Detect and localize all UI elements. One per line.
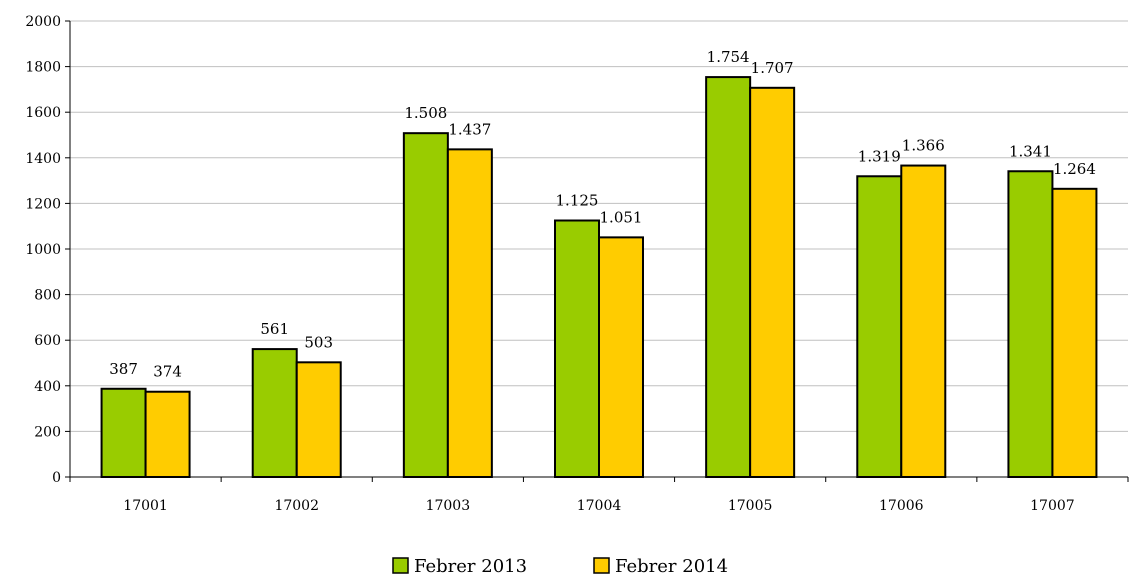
bar-febrer-2014 [295,361,342,479]
data-label: 1.437 [448,120,491,138]
data-label: 374 [153,363,182,381]
x-tick-label: 17006 [879,498,924,514]
bar-febrer-2013 [554,219,600,478]
legend-label: Febrer 2013 [414,556,527,577]
bar-febrer-2013 [1007,170,1054,478]
data-label: 1.051 [600,208,643,226]
y-tick-label: 1000 [25,242,61,258]
bar-febrer-2014 [144,390,191,478]
data-label: 1.754 [707,48,750,66]
bar-febrer-2014 [598,236,644,478]
bar-febrer-2014 [446,148,493,478]
y-tick-label: 200 [34,424,61,440]
data-label: 1.264 [1053,160,1096,178]
y-tick-label: 400 [34,379,61,395]
y-tick-label: 1200 [25,196,61,212]
bar-febrer-2013 [251,348,298,479]
data-label: 1.366 [902,137,945,155]
data-label: 387 [109,360,138,378]
bar-febrer-2013 [856,175,903,478]
data-label: 1.125 [556,192,599,210]
bar-febrer-2013 [100,387,147,479]
x-tick-label: 17003 [426,498,471,514]
x-tick-label: 17005 [728,498,773,514]
y-tick-label: 2000 [25,14,61,30]
bar-febrer-2013 [705,76,752,478]
y-tick-label: 1800 [25,60,61,76]
y-tick-label: 1400 [25,151,61,167]
axes: 0 200 400 600 800 1000 1200 1400 1600 1800 2000 170… [25,14,1129,514]
legend-swatch [392,557,409,574]
y-tick-label: 600 [34,333,61,349]
x-tick-label: 17001 [123,498,168,514]
x-tick-label: 17002 [274,498,319,514]
data-label: 1.319 [858,147,901,165]
data-label: 503 [304,333,333,351]
y-tick-label: 800 [34,288,61,304]
bar-febrer-2014 [900,164,947,478]
data-label: 561 [260,320,289,338]
bar-febrer-2013 [402,132,449,478]
x-tick-label: 17007 [1030,498,1075,514]
y-tick-label: 1600 [25,105,61,121]
legend: Febrer 2013 Febrer 2014 [392,556,728,577]
bars [100,76,1098,479]
y-tick-label: 0 [52,470,61,486]
legend-label: Febrer 2014 [615,556,728,577]
legend-swatch [593,557,610,574]
bar-febrer-2014 [749,86,796,479]
data-label: 1.508 [404,104,447,122]
data-label: 1.707 [751,59,794,77]
data-label: 1.341 [1009,142,1052,160]
x-tick-label: 17004 [577,498,622,514]
bar-febrer-2014 [1051,187,1098,478]
